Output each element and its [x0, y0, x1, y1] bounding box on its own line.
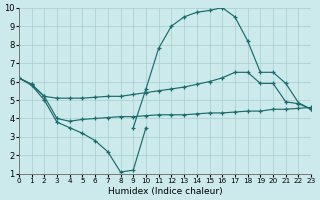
X-axis label: Humidex (Indice chaleur): Humidex (Indice chaleur): [108, 187, 222, 196]
